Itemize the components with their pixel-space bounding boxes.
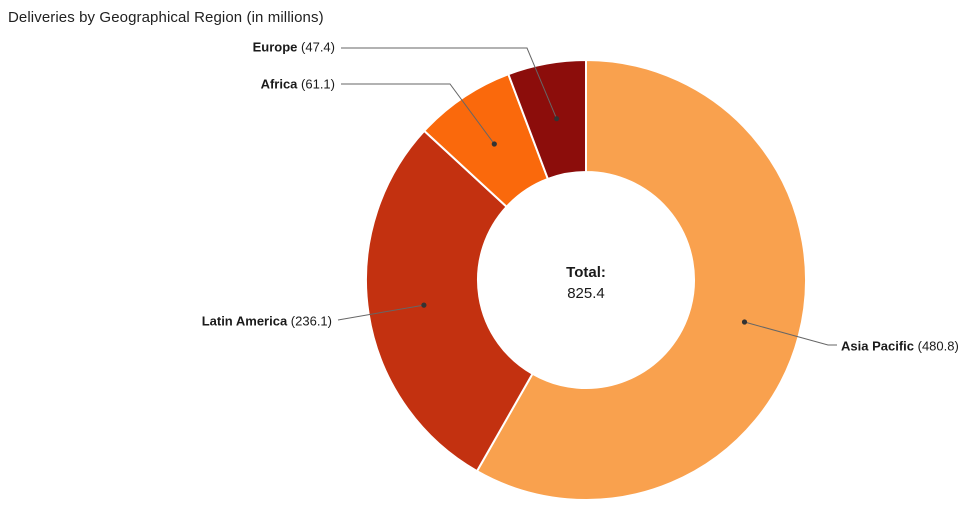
chart-title: Deliveries by Geographical Region (in mi…: [8, 9, 324, 26]
donut-center-total-label: Total:: [566, 264, 606, 281]
donut-slices: [365, 59, 807, 501]
connector-asia-pacific: [744, 321, 837, 346]
donut-connectors: [337, 47, 837, 346]
connector-dot-asia-pacific: [741, 319, 748, 325]
label-europe: Europe (47.4): [253, 40, 335, 55]
slice-latin-america[interactable]: [365, 129, 534, 473]
connector-dot-latin-america: [421, 302, 427, 308]
label-asia-pacific: Asia Pacific (480.8): [841, 339, 959, 354]
donut-center-total-value: 825.4: [567, 285, 605, 302]
slice-asia-pacific[interactable]: [475, 59, 807, 501]
connector-europe: [341, 47, 558, 119]
connector-dot-europe: [554, 116, 560, 122]
connector-latin-america: [337, 304, 424, 321]
donut-labels: Asia Pacific (480.8) Latin America (236.1…: [202, 40, 959, 354]
label-africa: Africa (61.1): [261, 77, 335, 92]
connector-africa: [341, 83, 495, 145]
slice-europe[interactable]: [507, 59, 587, 180]
connector-dot-africa: [491, 141, 497, 147]
label-latin-america: Latin America (236.1): [202, 314, 332, 329]
